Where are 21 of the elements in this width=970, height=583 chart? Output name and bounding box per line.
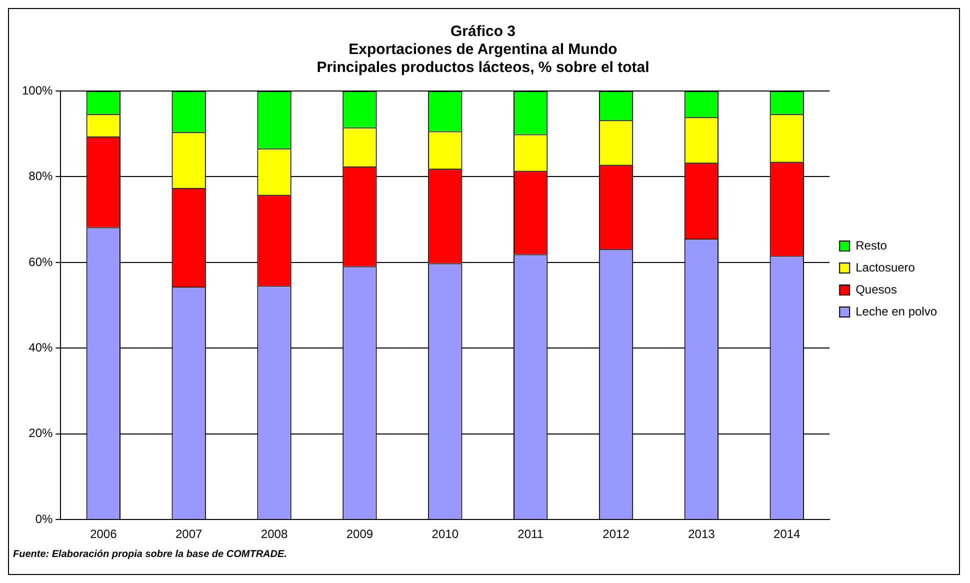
y-tick-label: 20%	[28, 426, 54, 440]
y-tick-label: 0%	[35, 512, 54, 526]
x-tick-label: 2014	[774, 527, 801, 542]
y-tick-label: 100%	[22, 83, 54, 98]
chart-title: Gráfico 3 Exportaciones de Argentina al Mundo Principales productos lácteos, % sobre el total	[316, 23, 650, 76]
legend-label: Lactosuero	[856, 260, 916, 274]
y-tick-label: 40%	[28, 340, 54, 354]
legend-label: Resto	[856, 238, 888, 252]
source-note: Fuente: Elaboración propia sobre la base de COMTRADE.	[13, 549, 288, 560]
y-tick-label: 60%	[28, 254, 54, 269]
x-tick-label: 2009	[346, 527, 374, 542]
x-tick-label: 2010	[432, 527, 459, 542]
legend-label: Leche en polvo	[856, 304, 938, 318]
x-tick-label: 2007	[175, 527, 203, 542]
x-tick-label: 2008	[260, 527, 288, 542]
x-tick-label: 2006	[90, 527, 118, 542]
y-tick-label: 80%	[28, 169, 54, 184]
x-tick-label: 2011	[518, 527, 544, 542]
x-tick-label: 2012	[602, 527, 630, 542]
legend-label: Quesos	[856, 282, 897, 296]
x-tick-label: 2013	[688, 527, 716, 542]
